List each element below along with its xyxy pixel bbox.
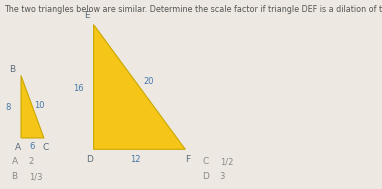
Text: 1/3: 1/3 — [29, 172, 42, 181]
Text: F: F — [185, 155, 191, 164]
Polygon shape — [94, 25, 185, 149]
Text: 12: 12 — [130, 155, 141, 164]
Text: 16: 16 — [73, 84, 84, 93]
Text: B: B — [11, 172, 18, 181]
Text: 2: 2 — [29, 157, 34, 166]
Text: C: C — [202, 157, 209, 166]
Text: C: C — [43, 143, 49, 152]
Text: D: D — [202, 172, 209, 181]
Text: 6: 6 — [30, 142, 35, 151]
Text: 3: 3 — [220, 172, 225, 181]
Text: 1/2: 1/2 — [220, 157, 233, 166]
Polygon shape — [21, 76, 44, 138]
Text: A: A — [11, 157, 18, 166]
Text: A: A — [15, 143, 21, 152]
Text: E: E — [84, 11, 90, 20]
Text: D: D — [86, 155, 93, 164]
Text: The two triangles below are similar. Determine the scale factor if triangle DEF : The two triangles below are similar. Det… — [4, 5, 382, 14]
Text: 20: 20 — [143, 77, 154, 86]
Text: B: B — [10, 65, 16, 74]
Text: 10: 10 — [34, 101, 44, 110]
Text: 8: 8 — [6, 103, 11, 112]
